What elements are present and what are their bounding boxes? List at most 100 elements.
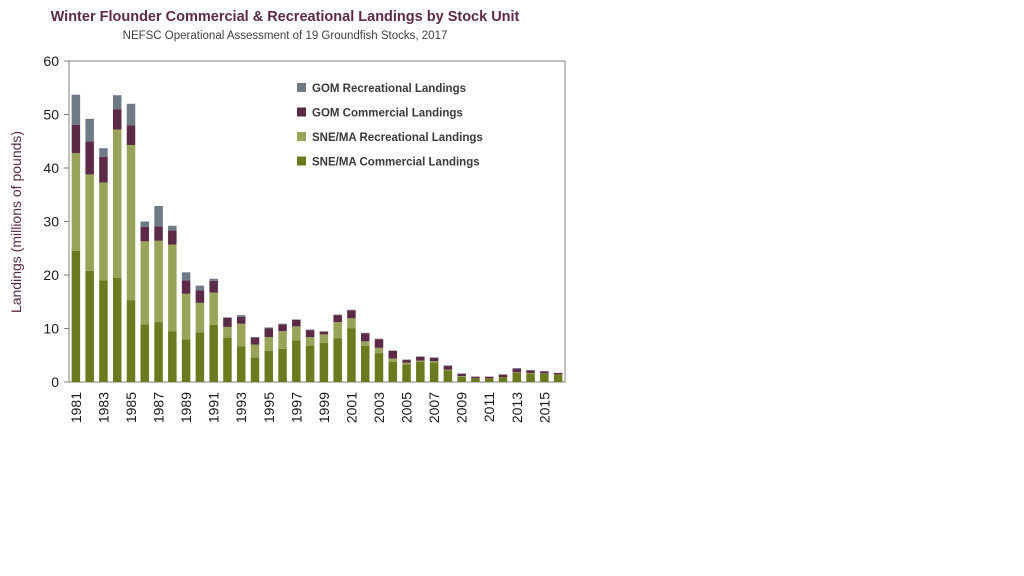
- x-tick-label: 2007: [426, 392, 442, 423]
- bar-segment-2016-series-0: [553, 375, 563, 382]
- bar-segment-1984-series-0: [112, 277, 122, 382]
- bar-segment-2002-series-1: [360, 341, 370, 346]
- bar-segment-2004-series-0: [388, 361, 398, 382]
- bar-segment-1984-series-1: [112, 129, 122, 278]
- bar-segment-1988-series-0: [168, 331, 177, 382]
- bar-segment-2003-series-1: [374, 347, 384, 354]
- bar-segment-1995-series-3: [264, 327, 274, 329]
- legend-label: GOM Commercial Landings: [312, 108, 463, 120]
- bar-segment-1989-series-1: [181, 293, 191, 340]
- bar-segment-2002-series-2: [360, 333, 370, 342]
- bar-segment-2009-series-0: [457, 376, 466, 382]
- bar-segment-2013-series-2: [512, 368, 522, 373]
- bar-segment-2001-series-3: [347, 309, 356, 311]
- bar-segment-1987-series-3: [154, 205, 163, 227]
- bar-segment-1996-series-3: [278, 323, 287, 325]
- bar-segment-1982-series-3: [85, 118, 94, 142]
- bar-segment-2015-series-1: [540, 373, 549, 374]
- x-tick-label: 2005: [399, 392, 415, 423]
- bar-segment-1988-series-3: [168, 225, 177, 231]
- bar-segment-1994-series-2: [250, 337, 260, 345]
- bar-segment-1992-series-1: [223, 326, 232, 338]
- y-tick-label: 10: [43, 321, 59, 337]
- bar-segment-1998-series-3: [305, 329, 315, 331]
- bar-segment-1991-series-3: [209, 278, 218, 281]
- bar-segment-1982-series-2: [85, 141, 94, 175]
- bar-segment-1993-series-1: [236, 323, 246, 347]
- bar-segment-2015-series-2: [540, 371, 549, 374]
- x-tick-label: 2003: [371, 392, 387, 423]
- bar-segment-1988-series-2: [168, 230, 177, 245]
- x-tick-label: 1985: [123, 392, 139, 423]
- bar-segment-2013-series-3: [512, 368, 522, 369]
- bar-segment-2008-series-3: [443, 365, 453, 366]
- bar-segment-1985-series-2: [126, 125, 136, 145]
- bar-segment-1981-series-0: [71, 250, 81, 382]
- bar-segment-1999-series-1: [319, 334, 329, 343]
- legend: GOM Recreational Landings GOM Commercial …: [297, 83, 483, 169]
- bar-segment-1992-series-3: [223, 317, 232, 318]
- bar-segment-2015-series-0: [540, 373, 549, 382]
- chart-subtitle: NEFSC Operational Assessment of 19 Groun…: [123, 30, 448, 42]
- bar-segment-1998-series-2: [305, 330, 315, 338]
- x-tick-label: 1991: [206, 392, 222, 423]
- y-tick-label: 0: [51, 374, 59, 390]
- bar-segment-2007-series-2: [429, 357, 439, 362]
- bar-segment-2003-series-0: [374, 353, 384, 382]
- bar-segment-1981-series-3: [71, 94, 81, 125]
- bar-segment-2009-series-3: [457, 373, 466, 374]
- bar-segment-1986-series-0: [140, 324, 150, 382]
- bar-segment-1998-series-0: [305, 345, 315, 382]
- bar-segment-2004-series-1: [388, 358, 398, 362]
- bar-segment-1986-series-2: [140, 226, 150, 242]
- x-tick-label: 2015: [536, 392, 552, 423]
- x-tick-label: 1997: [288, 392, 304, 423]
- bar-segment-1989-series-2: [181, 280, 191, 294]
- x-tick-label: 2001: [343, 392, 359, 423]
- bar-segment-2008-series-1: [443, 369, 453, 371]
- bar-segment-1984-series-3: [112, 95, 122, 110]
- y-tick-label: 60: [43, 53, 59, 69]
- bar-segment-1989-series-0: [181, 339, 191, 382]
- bar-segment-1994-series-3: [250, 337, 260, 338]
- bar-segment-2001-series-0: [347, 328, 356, 382]
- bar-segment-1995-series-1: [264, 337, 274, 351]
- y-tick-label: 40: [43, 160, 59, 176]
- bar-segment-1985-series-0: [126, 300, 136, 382]
- bar-segment-2016-series-1: [553, 374, 563, 376]
- bar-segment-1985-series-3: [126, 103, 136, 126]
- bar-segment-2010-series-2: [471, 376, 480, 379]
- x-tick-label: 2011: [481, 392, 497, 422]
- bar-segment-1994-series-1: [250, 344, 260, 358]
- bar-segment-1992-series-0: [223, 337, 232, 382]
- bar-segment-1983-series-1: [99, 182, 108, 281]
- bar-segment-2005-series-2: [402, 360, 411, 363]
- bar-segment-1985-series-1: [126, 145, 136, 301]
- x-tick-label: 1981: [68, 392, 84, 423]
- bar-segment-1981-series-1: [71, 153, 81, 251]
- x-tick-label: 1993: [233, 392, 249, 423]
- bar-segment-2012-series-2: [498, 374, 508, 378]
- bar-segment-2005-series-1: [402, 362, 411, 365]
- bar-segment-2006-series-1: [416, 360, 425, 362]
- bar-segment-2000-series-2: [333, 315, 342, 323]
- x-tick-label: 1983: [95, 392, 111, 423]
- bar-segment-2005-series-3: [402, 359, 411, 361]
- bar-segment-2004-series-2: [388, 350, 398, 359]
- legend-swatch: [297, 156, 306, 166]
- bar-segment-2009-series-2: [457, 373, 466, 377]
- bar-segment-1986-series-1: [140, 241, 150, 325]
- bar-segment-2003-series-3: [374, 338, 384, 340]
- bar-segment-2012-series-0: [498, 377, 508, 382]
- bar-segment-2000-series-0: [333, 338, 342, 382]
- bar-segment-2007-series-0: [429, 362, 439, 382]
- bar-segment-1990-series-0: [195, 332, 205, 382]
- bar-segment-1990-series-2: [195, 290, 205, 303]
- bar-segment-1994-series-0: [250, 357, 260, 382]
- legend-label: SNE/MA Commercial Landings: [312, 157, 480, 169]
- bar-segment-1991-series-1: [209, 292, 218, 325]
- bar-segment-2016-series-2: [553, 372, 563, 375]
- chart-title: Winter Flounder Commercial & Recreationa…: [51, 9, 520, 25]
- bar-segment-1992-series-2: [223, 317, 232, 327]
